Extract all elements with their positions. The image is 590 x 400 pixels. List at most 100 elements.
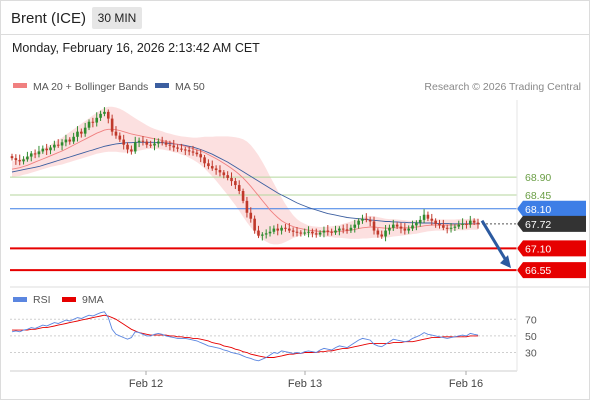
candle [203,154,206,168]
candle [349,224,353,233]
level-label: 68.10 [525,204,551,216]
rsi-tick-label: 50 [525,331,537,343]
candle [442,219,445,231]
research-credit: Research © 2026 Trading Central [424,81,581,93]
candle [210,160,214,171]
bollinger-bands [12,106,478,245]
x-tick-label: Feb 12 [129,378,163,390]
rsi-tick-label: 30 [525,348,537,360]
candle [180,143,183,152]
candle [388,224,391,235]
bollinger-band-area [12,106,478,245]
rsi-legend-label: RSI [33,294,51,306]
candle [303,228,306,236]
candle [53,140,56,151]
candle [226,171,229,181]
x-tick-label: Feb 16 [449,378,483,390]
candle [191,145,195,156]
candle [26,151,29,162]
candle [453,224,457,231]
timestamp: Monday, February 16, 2026 2:13:42 AM CET [12,41,260,55]
candlesticks [10,107,480,242]
last-price-label: 67.72 [525,219,551,231]
candle [407,225,410,234]
candle [33,149,37,159]
candle [184,147,187,155]
candle [164,139,168,148]
candle [130,145,133,155]
timeframe-button[interactable]: 30 MIN [92,7,142,29]
candle [114,126,118,139]
candle [172,139,176,152]
candle [253,215,256,234]
candle [299,230,303,237]
candle [330,228,333,236]
candle [99,110,102,121]
candle [95,112,99,127]
candle [322,226,326,238]
ma50-legend-label: MA 50 [175,81,205,93]
candle [41,145,45,154]
candle [199,149,203,163]
forecast-arrow-head [500,255,511,269]
candle [422,209,426,224]
forecast-arrow [480,219,511,269]
ma9-line [12,314,478,358]
candle [214,165,218,175]
candle [257,225,260,239]
rsi-legend-swatch [13,297,27,302]
candle [126,142,129,154]
candle [457,220,461,229]
ma50-line [11,141,478,225]
candle [430,213,434,226]
candle [91,117,95,128]
candle [372,216,376,235]
level-tag [517,200,586,217]
candle [72,132,75,144]
candle [395,222,399,229]
candle [314,228,318,238]
candle [468,215,472,228]
level-tag [517,262,586,279]
candle [241,188,245,204]
candle [434,218,437,228]
candle [338,226,341,236]
candle [157,138,160,148]
level-labels: 68.90 68.45 68.10 67.10 66.55 67.72 [517,172,586,279]
candle [187,146,191,156]
rsi-panel: 30 50 70 [10,311,537,362]
candle [76,126,79,142]
candle [353,219,357,233]
candle [368,216,372,227]
candle [153,137,156,151]
candle [391,219,395,231]
candle [476,218,480,229]
candle [10,153,14,161]
candle [472,218,476,226]
candle [376,228,380,238]
candle [145,139,149,148]
ma20-legend-label: MA 20 + Bollinger Bands [33,81,148,93]
candle [403,223,407,235]
candle [14,154,18,165]
candle [357,218,360,229]
instrument-title: Brent (ICE) [11,10,87,27]
candle [418,215,422,227]
candle [230,172,233,186]
ma9-legend-label: 9MA [82,294,104,306]
candle [141,136,145,146]
candle [384,225,387,242]
candle [318,230,322,237]
candle [234,177,237,190]
candle [280,225,283,235]
candle [168,140,172,151]
level-label: 67.10 [525,243,551,255]
candle [22,156,25,165]
candle [106,109,110,124]
ma50-legend-swatch [155,83,169,88]
candle [103,107,106,117]
candle [268,226,272,237]
candle [264,229,268,239]
candle [287,223,291,233]
